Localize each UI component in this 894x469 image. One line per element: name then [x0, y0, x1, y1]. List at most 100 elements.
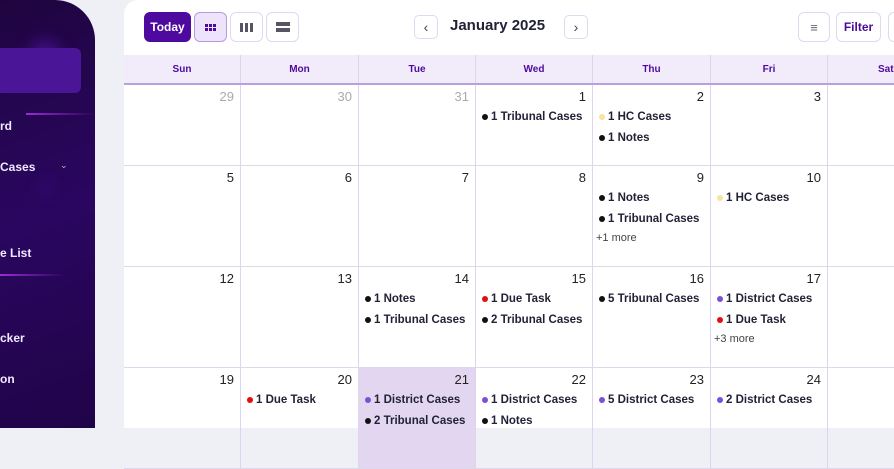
divider — [26, 113, 95, 115]
week-view-icon — [240, 22, 253, 32]
day-cell[interactable]: 14 1 Notes 1 Tribunal Cases — [359, 267, 476, 367]
more-events-link[interactable]: +3 more — [714, 333, 755, 345]
day-cell[interactable]: 29 — [124, 85, 241, 165]
chevron-down-icon[interactable]: ⌄ — [60, 160, 68, 170]
event-label: 1 District Cases — [491, 394, 578, 407]
day-number: 22 — [571, 372, 586, 387]
day-cell[interactable]: 1 1 Tribunal Cases — [476, 85, 593, 165]
day-cell[interactable]: 8 — [476, 166, 593, 266]
day-number: 7 — [461, 170, 469, 185]
event-item[interactable]: 1 Notes — [599, 188, 706, 209]
event-label: 1 Notes — [608, 131, 650, 144]
event-dot-icon — [599, 397, 605, 404]
day-cell[interactable]: 16 5 Tribunal Cases — [593, 267, 711, 367]
day-cell[interactable]: 13 — [241, 267, 359, 367]
sidebar-item-dashboard[interactable]: rd — [0, 119, 12, 133]
day-number: 6 — [344, 170, 352, 185]
event-item[interactable]: 2 Tribunal Cases — [482, 310, 588, 331]
day-cell[interactable]: 3 — [711, 85, 828, 165]
day-number: 10 — [806, 170, 821, 185]
next-month-button[interactable]: › — [564, 15, 588, 39]
event-item[interactable]: 1 HC Cases — [717, 188, 823, 209]
day-cell[interactable]: 20 1 Due Task — [241, 368, 359, 468]
event-item[interactable]: 5 Tribunal Cases — [599, 289, 706, 310]
day-cell[interactable]: 10 1 HC Cases — [711, 166, 828, 266]
day-cell[interactable] — [828, 85, 894, 165]
event-item[interactable]: 1 District Cases — [365, 390, 471, 411]
event-dot-icon — [482, 397, 488, 404]
event-item[interactable]: 5 District Cases — [599, 390, 706, 411]
day-cell[interactable]: 17 1 District Cases 1 Due Task +3 more — [711, 267, 828, 367]
event-item[interactable]: 1 District Cases — [717, 289, 823, 310]
today-button[interactable]: Today — [144, 12, 191, 42]
day-cell[interactable]: 24 2 District Cases — [711, 368, 828, 468]
event-label: 1 Tribunal Cases — [374, 313, 466, 326]
day-cell[interactable]: 23 5 District Cases — [593, 368, 711, 468]
day-cell[interactable] — [828, 368, 894, 468]
event-item[interactable]: 1 Tribunal Cases — [365, 310, 471, 331]
event-dot-icon — [599, 134, 605, 141]
event-item[interactable]: 1 Notes — [365, 289, 471, 310]
sidebar-item-cases[interactable]: Cases — [0, 160, 36, 174]
day-number: 17 — [806, 271, 821, 286]
day-number: 13 — [337, 271, 352, 286]
day-number: 30 — [337, 89, 352, 104]
event-dot-icon — [717, 397, 723, 404]
day-cell[interactable]: 19 — [124, 368, 241, 468]
day-cell[interactable]: 31 — [359, 85, 476, 165]
day-cell[interactable]: 2 1 HC Cases 1 Notes — [593, 85, 711, 165]
filter-button[interactable]: Filter — [836, 12, 881, 42]
filter-lines-icon: ≡ — [810, 19, 818, 35]
weekday-tue: Tue — [359, 55, 476, 83]
filter-icon-button[interactable]: ≡ — [798, 12, 830, 42]
day-number — [833, 271, 890, 289]
sidebar-item-other[interactable]: on — [0, 372, 15, 386]
day-number — [833, 372, 890, 390]
event-dot-icon — [599, 195, 605, 202]
day-number: 20 — [337, 372, 352, 387]
sidebar-item-tracker[interactable]: cker — [0, 331, 25, 345]
event-item[interactable]: 2 District Cases — [717, 390, 823, 411]
event-item[interactable]: 1 Tribunal Cases — [599, 209, 706, 230]
day-cell[interactable]: 22 1 District Cases 1 Notes — [476, 368, 593, 468]
event-item[interactable]: 1 Notes — [482, 411, 588, 432]
event-label: 2 Tribunal Cases — [374, 414, 466, 427]
day-cell[interactable]: 6 — [241, 166, 359, 266]
day-number: 19 — [219, 372, 234, 387]
event-item[interactable]: 1 HC Cases — [599, 107, 706, 128]
day-number: 29 — [219, 89, 234, 104]
event-item[interactable]: 2 Tribunal Cases — [365, 411, 471, 432]
month-view-button[interactable] — [194, 12, 227, 42]
day-cell[interactable]: 5 — [124, 166, 241, 266]
more-events-link[interactable]: +1 more — [596, 232, 637, 244]
day-cell[interactable]: 21 1 District Cases 2 Tribunal Cases — [359, 368, 476, 468]
day-cell[interactable] — [828, 267, 894, 367]
prev-month-button[interactable]: ‹ — [414, 15, 438, 39]
sidebar-active-item[interactable] — [0, 48, 81, 93]
day-cell[interactable]: 12 — [124, 267, 241, 367]
day-cell[interactable]: 7 — [359, 166, 476, 266]
day-cell[interactable] — [828, 166, 894, 266]
day-cell[interactable]: 30 — [241, 85, 359, 165]
week-view-button[interactable] — [230, 12, 263, 42]
event-item[interactable]: 1 Due Task — [482, 289, 588, 310]
day-number: 14 — [454, 271, 469, 286]
day-cell[interactable]: 9 1 Notes 1 Tribunal Cases +1 more — [593, 166, 711, 266]
day-number: 3 — [813, 89, 821, 104]
day-cell[interactable]: 15 1 Due Task 2 Tribunal Cases — [476, 267, 593, 367]
event-label: 5 District Cases — [608, 394, 695, 407]
divider — [0, 274, 65, 276]
event-item[interactable]: 1 Notes — [599, 128, 706, 149]
decor-glow — [40, 183, 50, 193]
event-item[interactable]: 1 District Cases — [482, 390, 588, 411]
event-item[interactable]: 1 Due Task — [247, 390, 354, 411]
day-view-button[interactable] — [266, 12, 299, 42]
more-button[interactable] — [888, 12, 894, 42]
weekday-wed: Wed — [476, 55, 593, 83]
event-item[interactable]: 1 Tribunal Cases — [482, 107, 588, 128]
event-label: 2 Tribunal Cases — [491, 313, 583, 326]
weekday-sun: Sun — [124, 55, 241, 83]
event-item[interactable]: 1 Due Task — [717, 310, 823, 331]
sidebar-item-list[interactable]: e List — [0, 246, 32, 260]
event-dot-icon — [717, 296, 723, 303]
